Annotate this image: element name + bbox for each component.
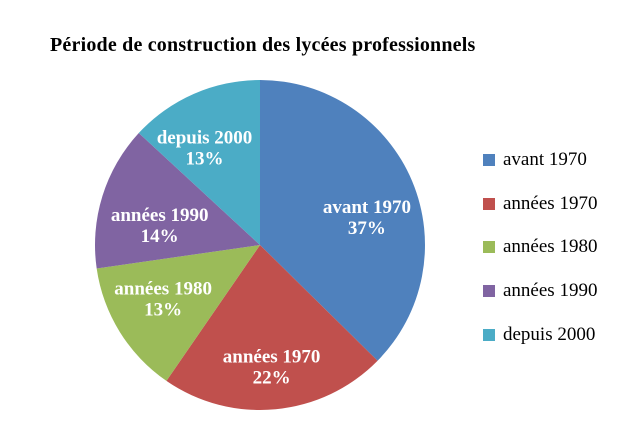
legend-item-annees-1990: années 1990 [483,269,597,313]
pie-slice-ann-es-1990 [95,133,261,269]
pie-slice-ann-es-1970 [166,245,378,410]
pie-slice-label: années 1970 22% [223,347,321,389]
legend-item-annees-1970: années 1970 [483,182,597,226]
pie-slice-label: années 1990 14% [111,205,209,247]
legend-swatch-annees-1970 [483,197,495,210]
legend-label: avant 1970 [503,148,587,170]
legend-item-annees-1980: années 1980 [483,226,597,270]
legend-label: années 1980 [503,236,598,258]
legend-swatch-depuis-2000 [483,329,495,342]
legend-swatch-annees-1980 [483,241,495,254]
pie-slice-depuis-2000 [138,80,260,245]
legend-swatch-annees-1990 [483,285,495,298]
legend-item-depuis-2000: depuis 2000 [483,313,597,357]
pie-slice-ann-es-1980 [96,245,261,381]
chart-title: Période de construction des lycées profe… [50,34,476,56]
legend-swatch-avant-1970 [483,153,495,166]
legend-label: années 1970 [503,192,598,214]
pie-slice-label: années 1980 13% [114,278,212,320]
legend-item-avant-1970: avant 1970 [483,138,597,182]
legend: avant 1970 années 1970 années 1980 année… [483,138,597,357]
legend-label: depuis 2000 [503,324,596,346]
pie-slice-label: avant 1970 37% [323,197,411,239]
pie-slice-label: depuis 2000 13% [157,127,253,169]
pie-slice-avant-1970 [260,80,425,361]
legend-label: années 1990 [503,280,598,302]
